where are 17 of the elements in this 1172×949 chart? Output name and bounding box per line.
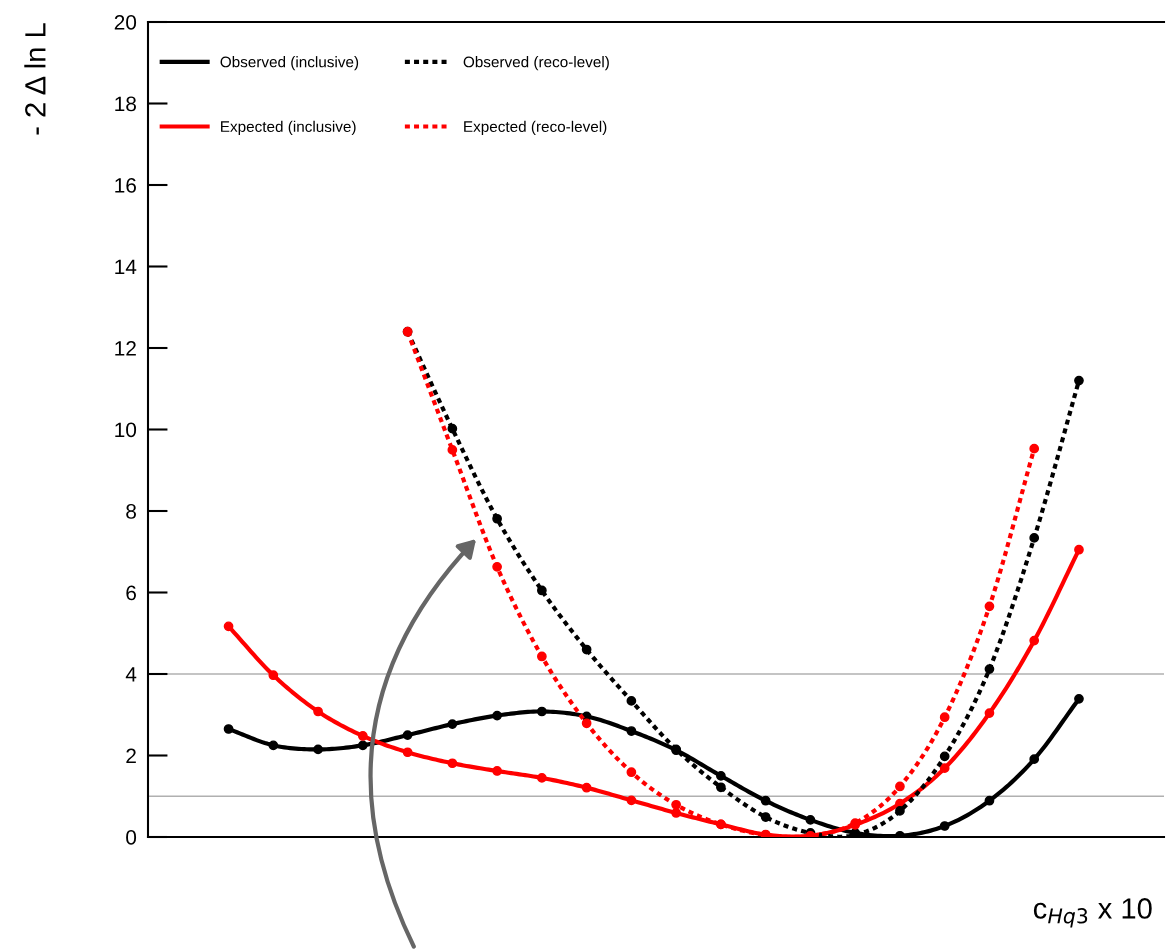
y-tick-label: 10 — [115, 422, 137, 438]
y-tick-label: 20 — [114, 15, 137, 30]
y-tick-label: 4 — [125, 667, 137, 682]
legend-label: Observed (inclusive) — [220, 56, 359, 71]
x-axis-title: c$_{Hq3}$ x 10 — [1033, 898, 1152, 928]
y-tick-label: 14 — [115, 259, 137, 275]
y-axis-title: - 2 Δ ln L — [24, 23, 46, 135]
y-tick-label: 0 — [126, 830, 137, 845]
y-tick-label: 6 — [126, 585, 136, 601]
y-tick-label: 18 — [115, 96, 136, 112]
y-tick-label: 2 — [126, 748, 136, 764]
y-tick-label: 12 — [115, 341, 136, 356]
y-tick-label: 8 — [126, 504, 136, 519]
legend-label: Expected (reco-level) — [464, 120, 607, 136]
legend-label: Observed (reco-level) — [463, 56, 609, 71]
legend-label: Expected (inclusive) — [221, 120, 356, 136]
y-tick-label: 16 — [115, 178, 136, 193]
